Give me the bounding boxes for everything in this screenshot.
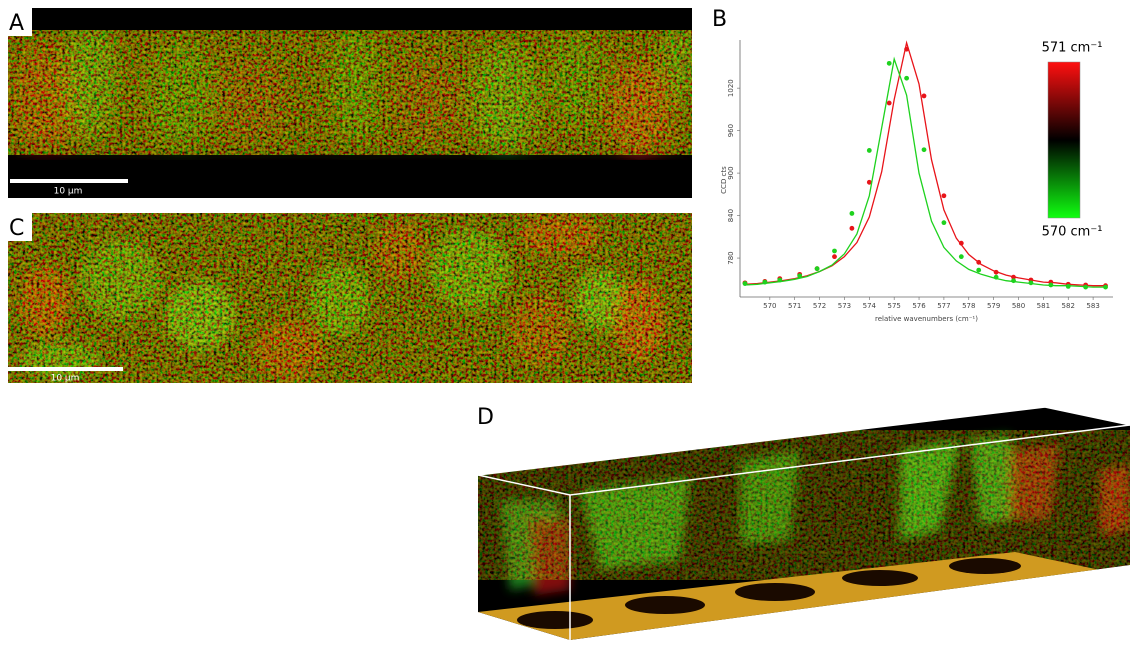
data-point	[762, 279, 768, 285]
x-tick-label: 575	[887, 302, 900, 310]
data-point	[886, 100, 892, 106]
fit-line	[744, 56, 1106, 288]
colorbar-label: 570 cm⁻¹	[1042, 225, 1103, 240]
x-tick-label: 573	[838, 302, 851, 310]
x-tick-label: 576	[912, 302, 926, 310]
y-tick-label: 840	[727, 209, 735, 222]
data-point	[904, 46, 910, 52]
colorbar-label: 571 cm⁻¹	[1042, 41, 1103, 56]
data-point	[1065, 283, 1071, 289]
data-point	[904, 75, 910, 81]
x-tick-label: 570	[763, 302, 776, 310]
data-point	[797, 273, 803, 279]
data-point	[849, 225, 855, 231]
data-point	[742, 281, 748, 286]
x-tick-label: 581	[1037, 302, 1050, 310]
data-point	[866, 148, 872, 153]
data-point	[832, 248, 837, 254]
x-tick-label: 577	[937, 302, 950, 310]
panel-label: D	[477, 405, 494, 430]
panel-label: A	[9, 11, 24, 36]
scale-bar-label: 10 µm	[54, 187, 83, 197]
x-tick-label: 579	[987, 302, 1000, 310]
x-tick-label: 583	[1086, 302, 1099, 310]
data-point	[832, 254, 837, 260]
y-axis-label: CCD cts	[720, 166, 728, 194]
chart: 570 571 572 573 574 575 576 577 578 579 580 581 582 5…	[720, 40, 1113, 323]
data-point	[814, 266, 820, 272]
data-point	[993, 274, 999, 280]
data-point	[958, 240, 964, 246]
data-point	[1011, 274, 1016, 280]
y-tick-label: 780	[727, 251, 735, 264]
data-point	[941, 220, 947, 226]
data-point	[1048, 282, 1054, 288]
x-tick-label: 574	[863, 302, 877, 310]
y-tick-label: 960	[727, 124, 735, 137]
colorbar	[1047, 61, 1081, 219]
data-point	[1028, 280, 1034, 286]
data-point	[958, 254, 964, 260]
panel-label: C	[9, 216, 24, 241]
data-point	[866, 179, 872, 185]
x-axis-label: relative wavenumbers (cm⁻¹)	[875, 315, 978, 323]
data-point	[777, 277, 783, 283]
panel-label: B	[712, 7, 727, 32]
x-tick-label: 582	[1062, 302, 1075, 310]
data-point	[1083, 284, 1089, 290]
y-tick-label: 1020	[727, 79, 735, 97]
x-tick-label: 571	[788, 302, 801, 310]
data-point	[976, 267, 982, 273]
data-point	[886, 60, 892, 66]
x-tick-label: 578	[962, 302, 975, 310]
x-tick-label: 580	[1012, 302, 1025, 310]
y-tick-label: 900	[727, 166, 735, 179]
data-point	[993, 269, 999, 275]
fit-line	[744, 40, 1106, 287]
scale-bar-label: 10 µm	[51, 374, 80, 384]
data-point	[1011, 278, 1016, 284]
box-edges	[477, 406, 1131, 640]
data-point	[941, 193, 947, 199]
data-point	[1103, 284, 1108, 290]
data-point	[921, 147, 927, 153]
image-a: 10 µm	[8, 8, 692, 198]
x-tick-label: 572	[813, 302, 826, 310]
data-point	[921, 93, 927, 99]
image-c: 10 µm	[8, 213, 692, 384]
data-point	[849, 211, 855, 216]
data-point	[976, 259, 982, 265]
